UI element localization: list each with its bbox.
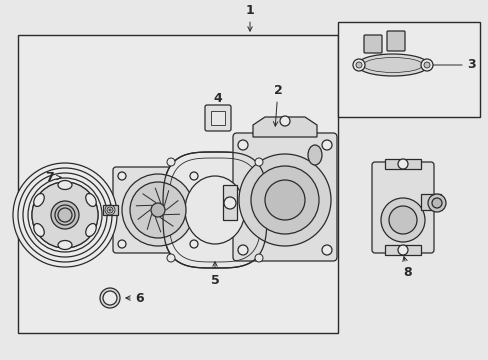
Ellipse shape xyxy=(356,54,428,76)
Circle shape xyxy=(423,62,429,68)
Circle shape xyxy=(13,163,117,267)
Circle shape xyxy=(238,245,247,255)
Ellipse shape xyxy=(362,58,422,72)
Text: 5: 5 xyxy=(210,262,219,287)
Circle shape xyxy=(51,201,79,229)
Polygon shape xyxy=(223,185,237,220)
Circle shape xyxy=(103,291,117,305)
Circle shape xyxy=(224,197,236,209)
Bar xyxy=(337,22,479,117)
Text: 4: 4 xyxy=(213,91,222,124)
Circle shape xyxy=(190,240,198,248)
Circle shape xyxy=(254,158,263,166)
Bar xyxy=(384,159,420,169)
Circle shape xyxy=(190,172,198,180)
Ellipse shape xyxy=(58,180,72,189)
Ellipse shape xyxy=(184,176,244,244)
Text: 7: 7 xyxy=(45,171,61,184)
Circle shape xyxy=(321,140,331,150)
Circle shape xyxy=(280,116,289,126)
Ellipse shape xyxy=(307,145,321,165)
Circle shape xyxy=(118,172,126,180)
Text: 2: 2 xyxy=(273,84,282,126)
Bar xyxy=(18,35,337,333)
Ellipse shape xyxy=(85,224,96,237)
Ellipse shape xyxy=(34,194,44,207)
Polygon shape xyxy=(252,117,316,137)
Circle shape xyxy=(118,240,126,248)
Circle shape xyxy=(167,158,175,166)
Text: 6: 6 xyxy=(125,292,144,305)
FancyBboxPatch shape xyxy=(363,35,381,53)
Circle shape xyxy=(397,159,407,169)
Circle shape xyxy=(388,206,416,234)
Ellipse shape xyxy=(85,194,96,207)
Circle shape xyxy=(397,245,407,255)
Circle shape xyxy=(238,140,247,150)
Circle shape xyxy=(352,59,364,71)
FancyBboxPatch shape xyxy=(371,162,433,253)
Circle shape xyxy=(380,198,424,242)
Text: 8: 8 xyxy=(402,257,411,279)
Circle shape xyxy=(151,203,164,217)
FancyBboxPatch shape xyxy=(113,167,203,253)
FancyBboxPatch shape xyxy=(232,133,336,261)
Bar xyxy=(210,111,224,125)
Circle shape xyxy=(100,288,120,308)
Circle shape xyxy=(420,59,432,71)
Circle shape xyxy=(250,166,318,234)
Circle shape xyxy=(239,154,330,246)
Bar xyxy=(420,194,440,210)
Circle shape xyxy=(122,174,194,246)
Ellipse shape xyxy=(34,224,44,237)
Circle shape xyxy=(167,254,175,262)
Circle shape xyxy=(264,180,305,220)
Bar xyxy=(384,245,420,255)
Circle shape xyxy=(254,254,263,262)
Circle shape xyxy=(427,194,445,212)
Circle shape xyxy=(321,245,331,255)
Circle shape xyxy=(130,182,185,238)
Polygon shape xyxy=(163,152,266,268)
FancyBboxPatch shape xyxy=(386,31,404,51)
Circle shape xyxy=(32,182,98,248)
Circle shape xyxy=(431,198,441,208)
Text: 1: 1 xyxy=(245,4,254,31)
FancyBboxPatch shape xyxy=(204,105,230,131)
Circle shape xyxy=(355,62,361,68)
Ellipse shape xyxy=(58,240,72,249)
Bar xyxy=(103,205,118,215)
Text: 3: 3 xyxy=(426,58,475,72)
